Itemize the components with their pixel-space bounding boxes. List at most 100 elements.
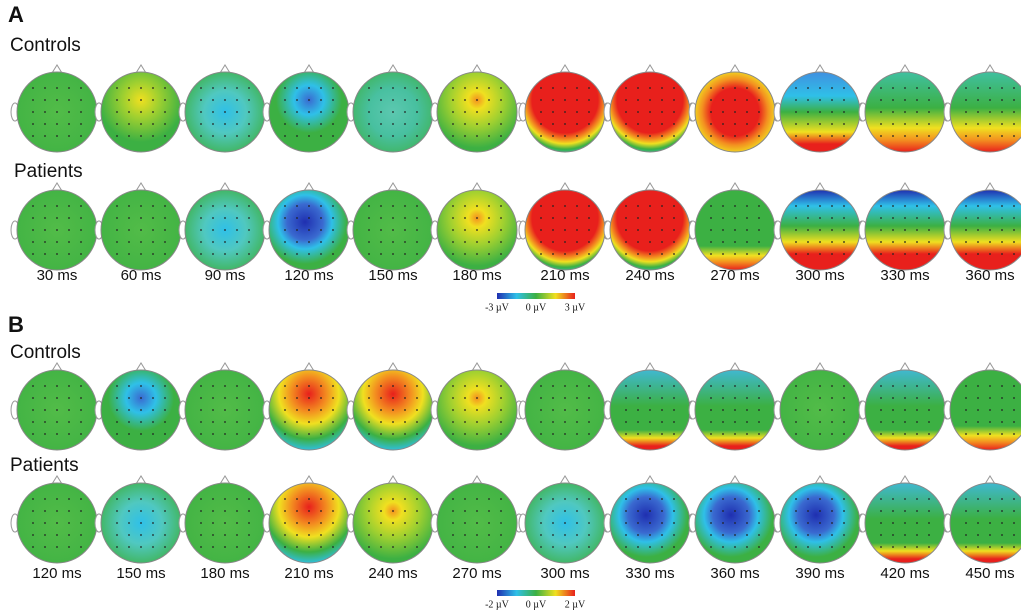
time-label: 150 ms — [368, 267, 417, 284]
colorbar-label: -2 µV — [485, 599, 510, 610]
electrodes — [116, 87, 166, 137]
head-nose — [471, 475, 483, 485]
head-nose — [471, 362, 483, 372]
head-nose — [387, 64, 399, 74]
electrodes — [200, 385, 250, 435]
head-nose — [644, 182, 656, 192]
group-label: Controls — [10, 35, 81, 56]
group-label: Controls — [10, 342, 81, 363]
electrodes — [116, 205, 166, 255]
electrodes — [284, 205, 334, 255]
time-label: 30 ms — [37, 267, 78, 284]
electrodes — [795, 205, 845, 255]
head-nose — [135, 182, 147, 192]
topo-map — [949, 482, 1021, 564]
head-nose — [644, 475, 656, 485]
electrodes — [32, 205, 82, 255]
time-label: 180 ms — [200, 565, 249, 582]
electrodes — [368, 205, 418, 255]
head-nose — [387, 362, 399, 372]
head-nose — [984, 475, 996, 485]
electrodes — [452, 205, 502, 255]
head-nose — [814, 64, 826, 74]
head-nose — [387, 182, 399, 192]
electrodes — [710, 205, 760, 255]
time-label: 270 ms — [452, 565, 501, 582]
colorbar-label: -3 µV — [485, 302, 510, 313]
colorbar-label: 3 µV — [565, 302, 586, 313]
head-nose — [51, 475, 63, 485]
head-nose — [219, 182, 231, 192]
electrodes — [710, 87, 760, 137]
electrodes — [368, 498, 418, 548]
head-nose — [729, 475, 741, 485]
time-label: 300 ms — [795, 267, 844, 284]
electrodes — [795, 385, 845, 435]
colorbar — [497, 590, 575, 596]
head-nose — [135, 475, 147, 485]
electrodes — [625, 205, 675, 255]
electrodes — [965, 205, 1015, 255]
time-label: 90 ms — [205, 267, 246, 284]
head-nose — [387, 475, 399, 485]
electrodes — [965, 385, 1015, 435]
time-label: 270 ms — [710, 267, 759, 284]
time-label: 150 ms — [116, 565, 165, 582]
electrodes — [540, 87, 590, 137]
topo-map — [949, 71, 1021, 153]
electrodes — [880, 385, 930, 435]
electrodes — [452, 87, 502, 137]
head-nose — [899, 64, 911, 74]
head-nose — [135, 64, 147, 74]
head-nose — [644, 64, 656, 74]
group-label: Patients — [10, 455, 79, 476]
electrodes — [710, 385, 760, 435]
electrodes — [880, 205, 930, 255]
electrodes — [540, 205, 590, 255]
head-nose — [303, 64, 315, 74]
head-nose — [303, 475, 315, 485]
electrodes — [625, 498, 675, 548]
head-nose — [984, 64, 996, 74]
head-nose — [559, 182, 571, 192]
head-nose — [644, 362, 656, 372]
electrodes — [625, 385, 675, 435]
colorbar-label: 0 µV — [526, 599, 547, 610]
head-nose — [51, 182, 63, 192]
head-nose — [51, 64, 63, 74]
head-nose — [303, 362, 315, 372]
head-nose — [559, 475, 571, 485]
electrodes — [540, 385, 590, 435]
electrodes — [540, 498, 590, 548]
time-label: 60 ms — [121, 267, 162, 284]
head-nose — [729, 362, 741, 372]
colorbar-label: 0 µV — [526, 302, 547, 313]
electrodes — [452, 385, 502, 435]
electrodes — [795, 87, 845, 137]
electrodes — [200, 205, 250, 255]
electrodes — [116, 385, 166, 435]
electrodes — [880, 87, 930, 137]
head-nose — [729, 64, 741, 74]
topo-map — [949, 189, 1021, 271]
electrodes — [200, 87, 250, 137]
time-label: 240 ms — [625, 267, 674, 284]
head-nose — [814, 182, 826, 192]
head-nose — [51, 362, 63, 372]
electrodes — [795, 498, 845, 548]
time-label: 300 ms — [540, 565, 589, 582]
time-label: 450 ms — [965, 565, 1014, 582]
electrodes — [284, 385, 334, 435]
time-label: 240 ms — [368, 565, 417, 582]
head-nose — [899, 475, 911, 485]
head-nose — [899, 182, 911, 192]
time-label: 420 ms — [880, 565, 929, 582]
electrodes — [625, 87, 675, 137]
time-label: 330 ms — [625, 565, 674, 582]
time-label: 210 ms — [284, 565, 333, 582]
head-nose — [219, 64, 231, 74]
time-label: 360 ms — [710, 565, 759, 582]
time-label: 210 ms — [540, 267, 589, 284]
electrodes — [284, 498, 334, 548]
